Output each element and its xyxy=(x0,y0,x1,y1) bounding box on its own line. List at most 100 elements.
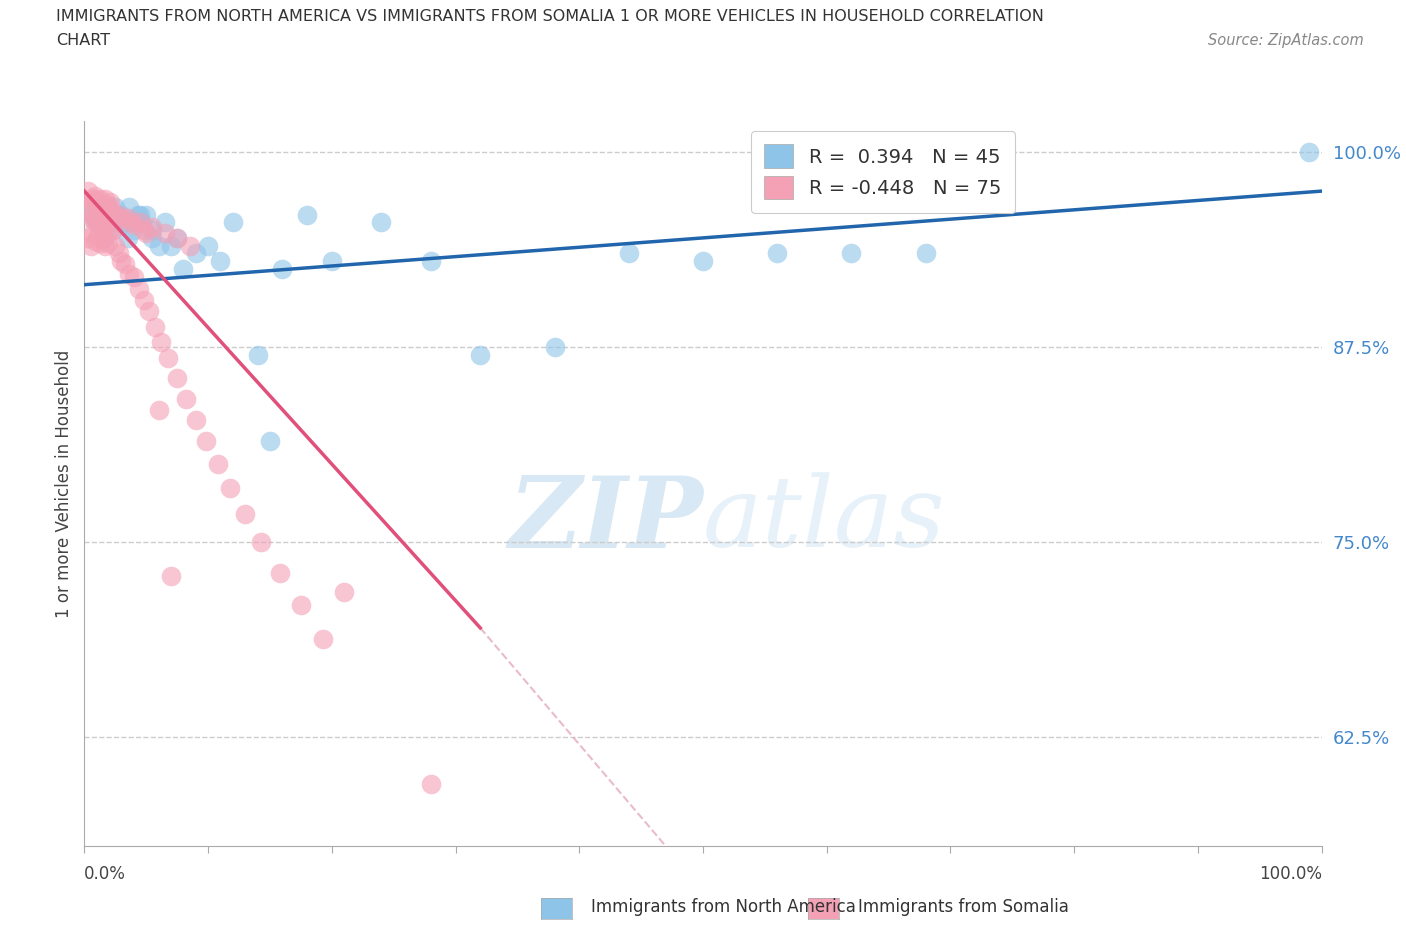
Point xyxy=(118,266,141,281)
Text: 0.0%: 0.0% xyxy=(84,865,127,883)
Point xyxy=(209,254,232,269)
Text: 100.0%: 100.0% xyxy=(1258,865,1322,883)
Point xyxy=(86,194,108,209)
Point xyxy=(98,194,121,209)
Point xyxy=(97,235,120,250)
Point xyxy=(96,199,118,214)
Point xyxy=(89,217,111,232)
Point xyxy=(108,207,131,222)
Point xyxy=(97,213,120,228)
Point xyxy=(94,238,117,253)
Point xyxy=(97,198,120,213)
Point xyxy=(110,207,132,222)
Point xyxy=(91,212,114,227)
Point xyxy=(89,235,111,250)
Point xyxy=(166,371,188,386)
Point xyxy=(117,231,139,246)
Point xyxy=(128,282,150,297)
Point xyxy=(108,246,131,261)
Point xyxy=(129,215,152,230)
Point xyxy=(98,221,121,236)
Point xyxy=(141,231,163,246)
Point xyxy=(166,231,188,246)
Point xyxy=(543,339,565,354)
Point xyxy=(132,293,155,308)
Y-axis label: 1 or more Vehicles in Household: 1 or more Vehicles in Household xyxy=(55,350,73,618)
Point xyxy=(290,597,312,612)
Point xyxy=(101,222,124,237)
Point xyxy=(207,457,229,472)
Point xyxy=(77,183,100,198)
Point xyxy=(246,348,269,363)
Point xyxy=(141,219,163,234)
Point xyxy=(79,210,101,225)
Point xyxy=(132,222,155,237)
Point xyxy=(87,194,110,209)
Text: CHART: CHART xyxy=(56,33,110,47)
Point xyxy=(259,433,281,448)
Point xyxy=(233,507,256,522)
Point xyxy=(295,207,318,222)
Point xyxy=(82,207,104,222)
Point xyxy=(271,261,294,276)
Point xyxy=(172,261,194,276)
Point xyxy=(617,246,640,261)
Point xyxy=(129,207,152,222)
Point xyxy=(219,480,242,495)
Point xyxy=(93,231,115,246)
Point xyxy=(419,254,441,269)
Text: Immigrants from North America: Immigrants from North America xyxy=(591,897,855,916)
Point xyxy=(79,238,101,253)
Text: atlas: atlas xyxy=(703,472,946,567)
Point xyxy=(107,215,129,230)
Point xyxy=(104,207,127,222)
Point xyxy=(104,238,127,253)
Point xyxy=(312,631,335,646)
Point xyxy=(89,192,111,206)
Point xyxy=(184,246,207,261)
Point xyxy=(91,232,114,246)
Point xyxy=(321,254,343,269)
Point xyxy=(98,203,121,218)
Point xyxy=(84,215,107,230)
Point xyxy=(179,238,201,253)
Point xyxy=(1298,145,1320,160)
Point xyxy=(86,215,108,230)
Point xyxy=(174,392,197,406)
Point xyxy=(117,210,139,225)
Point xyxy=(114,215,136,230)
Point xyxy=(91,198,114,213)
Point xyxy=(89,199,111,214)
Point xyxy=(333,585,356,600)
Point xyxy=(419,777,441,791)
Point xyxy=(914,246,936,261)
Point xyxy=(83,192,105,206)
Point xyxy=(138,304,160,319)
Point xyxy=(79,192,101,206)
Point xyxy=(94,219,117,234)
Point xyxy=(766,246,789,261)
Point xyxy=(122,270,145,285)
Point xyxy=(87,210,110,225)
Point xyxy=(98,207,121,222)
Point xyxy=(84,233,107,248)
Point xyxy=(100,222,122,237)
Text: IMMIGRANTS FROM NORTH AMERICA VS IMMIGRANTS FROM SOMALIA 1 OR MORE VEHICLES IN H: IMMIGRANTS FROM NORTH AMERICA VS IMMIGRA… xyxy=(56,9,1045,24)
Point xyxy=(79,207,101,222)
Point xyxy=(141,222,163,237)
Point xyxy=(153,215,176,230)
Text: Immigrants from Somalia: Immigrants from Somalia xyxy=(858,897,1069,916)
Point xyxy=(77,204,100,219)
Point xyxy=(157,351,180,365)
Point xyxy=(184,413,207,428)
Point xyxy=(77,231,100,246)
Point xyxy=(120,215,142,230)
Point xyxy=(122,222,145,237)
Point xyxy=(166,231,188,246)
Point xyxy=(148,402,170,417)
Point xyxy=(269,565,291,580)
Point xyxy=(94,192,117,206)
Point xyxy=(148,238,170,253)
Point xyxy=(135,226,157,241)
Point xyxy=(692,254,714,269)
